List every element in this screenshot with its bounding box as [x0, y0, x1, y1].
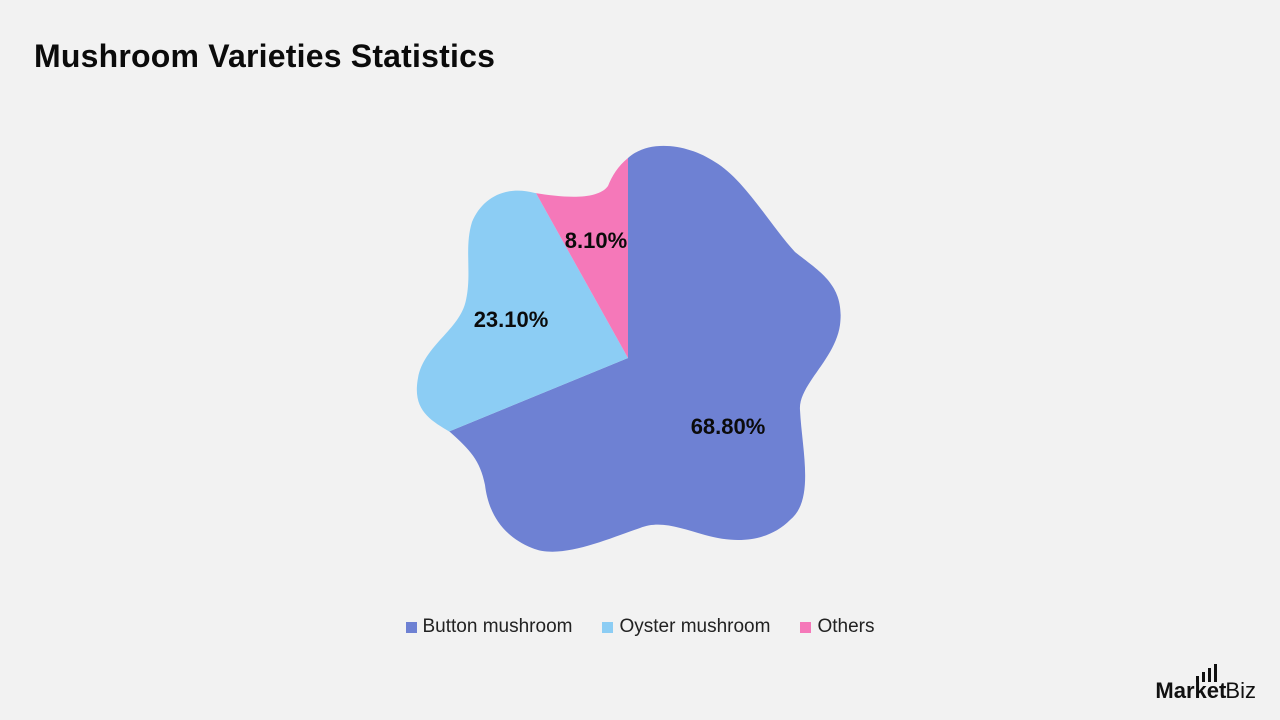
- pie-slice-button-mushroom[interactable]: [332, 38, 948, 678]
- brand-bars-icon: [1196, 664, 1218, 682]
- pie-slice-others[interactable]: [472, 38, 628, 358]
- slice-label-oyster-mushroom: 23.10%: [474, 307, 549, 332]
- legend-label-oyster-mushroom: Oyster mushroom: [619, 616, 771, 637]
- legend-swatch-oyster-mushroom: [602, 621, 614, 633]
- legend-item-button-mushroom[interactable]: Button mushroom: [405, 616, 573, 638]
- brand-logo: Market .Biz: [1155, 664, 1256, 704]
- chart-title: Mushroom Varieties Statistics: [34, 38, 496, 74]
- brand-name-rest: .Biz: [1219, 678, 1256, 703]
- pie-slices: [332, 38, 948, 678]
- brand-name-strong: Market: [1155, 678, 1227, 703]
- legend-swatch-others: [800, 621, 812, 633]
- legend-item-oyster-mushroom[interactable]: Oyster mushroom: [602, 616, 770, 638]
- pie-labels: 68.80% 23.10% 8.10%: [474, 228, 766, 439]
- legend-label-button-mushroom: Button mushroom: [422, 616, 573, 637]
- legend-swatch-button-mushroom: [405, 621, 417, 633]
- legend-label-others: Others: [817, 616, 875, 637]
- slice-label-button-mushroom: 68.80%: [691, 414, 766, 439]
- legend-item-others[interactable]: Others: [800, 616, 874, 638]
- legend: Button mushroom Oyster mushroom Others: [0, 616, 1280, 638]
- slice-label-others: 8.10%: [565, 228, 627, 253]
